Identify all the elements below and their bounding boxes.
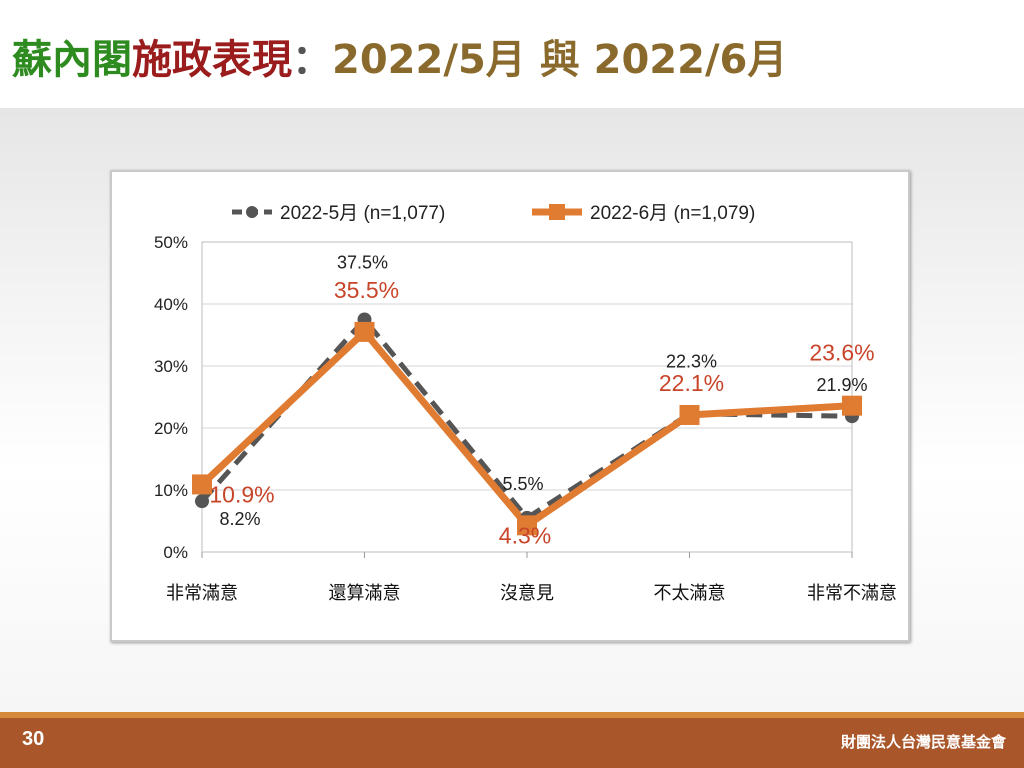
series-line-june [199,326,853,531]
x-tick-label: 沒意見 [500,583,554,603]
may-point-marker [195,494,209,509]
footer-accent [0,712,1024,718]
footer-bar [0,712,1024,768]
title-bar: 蘇內閣施政表現：2022/5月 與 2022/6月 [0,0,1024,108]
june-data-label: 35.5% [334,277,399,303]
june-data-label: 22.1% [659,370,724,396]
organization-name: 財團法人台灣民意基金會 [840,733,1006,751]
y-tick-label: 0% [163,543,188,562]
title-colon: ： [292,37,332,83]
may-data-label: 5.5% [502,474,543,494]
june-point-marker [679,404,700,425]
slide-title: 蘇內閣施政表現：2022/5月 與 2022/6月 [12,32,787,88]
june-point-marker [517,515,537,536]
x-tick-label: 還算滿意 [329,583,401,603]
title-performance: 施政表現 [132,37,292,83]
y-tick-label: 20% [154,419,188,438]
title-cabinet: 蘇內閣 [12,37,132,83]
legend-label-may: 2022-5月 (n=1,077) [280,203,445,224]
y-tick-label: 50% [154,233,188,252]
legend-marker-may [246,206,258,218]
june-point-marker [192,474,212,495]
chart-frame: 0% 10% 20% 30% 40% 50% 非常滿意 還算滿意 沒意見 不太滿意 非常不滿意 8.2… [110,170,910,642]
x-tick-label: 不太滿意 [654,583,726,603]
may-data-label: 21.9% [816,375,867,395]
y-tick-label: 40% [154,295,188,314]
y-tick-label: 10% [154,481,188,500]
may-data-label: 8.2% [219,509,260,529]
june-point-marker [354,321,375,342]
may-data-label: 22.3% [666,352,717,372]
page-number: 30 [22,728,45,750]
line-chart: 0% 10% 20% 30% 40% 50% 非常滿意 還算滿意 沒意見 不太滿意 非常不滿意 8.2… [154,203,897,603]
y-tick-label: 30% [154,357,188,376]
legend-marker-june [549,204,565,220]
june-data-label: 4.3% [499,522,551,548]
may-data-label: 37.5% [337,253,388,273]
june-point-marker [842,395,862,416]
title-period: 2022/5月 與 2022/6月 [332,37,788,83]
x-tick-label: 非常滿意 [166,583,238,603]
june-data-label: 10.9% [209,481,274,507]
june-data-label: 23.6% [809,340,874,366]
legend-label-june: 2022-6月 (n=1,079) [590,203,755,224]
x-tick-label: 非常不滿意 [807,583,897,603]
